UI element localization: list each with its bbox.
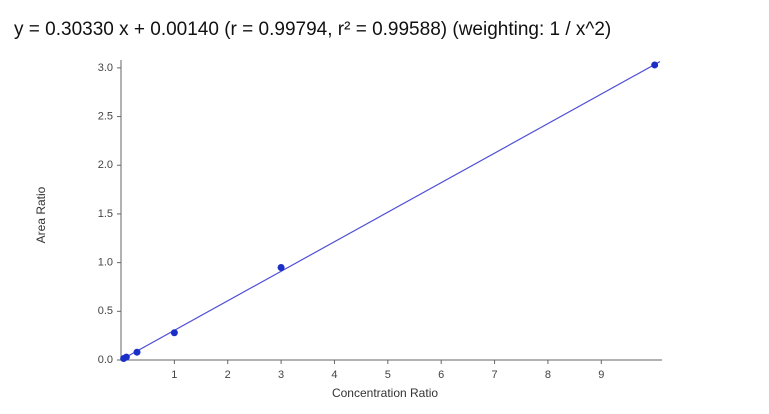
x-axis-label: Concentration Ratio xyxy=(332,386,438,400)
y-tick-label: 0.5 xyxy=(98,305,113,317)
point xyxy=(133,348,141,356)
y-tick-label: 0.0 xyxy=(98,354,113,366)
y-tick-label: 3.0 xyxy=(98,62,113,74)
fit-line xyxy=(120,61,661,361)
point xyxy=(122,353,130,361)
x-tick-label: 5 xyxy=(385,369,391,381)
point xyxy=(170,329,178,337)
y-tick-label: 2.5 xyxy=(98,110,113,122)
x-tick-label: 1 xyxy=(171,369,177,381)
x-tick-label: 8 xyxy=(545,369,551,381)
point xyxy=(651,61,659,69)
y-axis-label: Area Ratio xyxy=(34,186,48,243)
y-tick-label: 1.0 xyxy=(98,257,113,269)
chart-title: y = 0.30330 x + 0.00140 (r = 0.99794, r²… xyxy=(14,19,611,40)
y-tick-label: 1.5 xyxy=(98,208,113,220)
x-tick-label: 7 xyxy=(492,369,498,381)
x-tick-label: 4 xyxy=(331,369,337,381)
x-tick-label: 3 xyxy=(278,369,284,381)
y-tick-label: 2.0 xyxy=(98,159,113,171)
x-tick-label: 2 xyxy=(225,369,231,381)
x-tick-label: 9 xyxy=(598,369,604,381)
point xyxy=(277,263,285,271)
x-tick-label: 6 xyxy=(438,369,444,381)
